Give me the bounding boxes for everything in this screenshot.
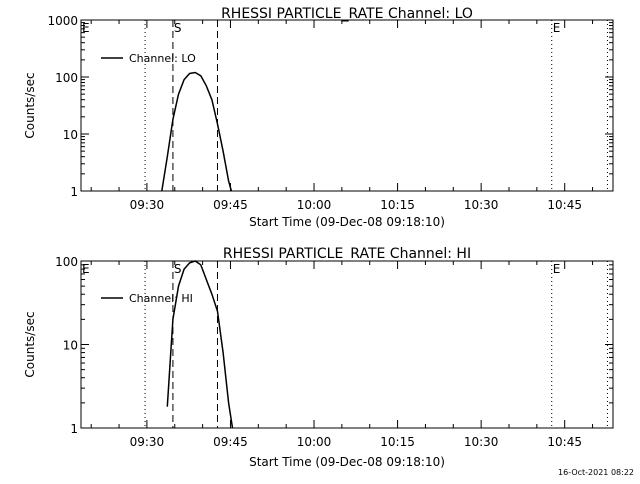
panel-1-chart-title: RHESSI PARTICLE_RATE Channel: LO xyxy=(221,6,473,22)
panel-2-x-tick-label: 10:45 xyxy=(547,435,582,449)
panel-2-plot-frame xyxy=(80,260,614,429)
panel-2-marker-label: E xyxy=(82,262,90,276)
panel-2-legend-label: Channel: HI xyxy=(129,292,193,305)
plot-timestamp: 16-Oct-2021 08:22 xyxy=(558,468,634,477)
panel-1-x-tick-label: 10:00 xyxy=(297,198,332,212)
panel-1-y-tick-label: 10 xyxy=(63,128,78,142)
panel-1-legend-label: Channel: LO xyxy=(129,52,196,65)
panel-1-x-tick-label: 09:30 xyxy=(130,198,165,212)
panel-1-x-tick-label: 10:30 xyxy=(464,198,499,212)
panel-1-y-tick-label: 100 xyxy=(55,71,78,85)
panel-1-series-line xyxy=(161,71,233,192)
panel-1-y-axis-label: Counts/sec xyxy=(23,72,37,138)
panel-1-x-tick-label: 10:45 xyxy=(547,198,582,212)
panel-2-y-tick-label: 1 xyxy=(70,422,78,436)
panel-1-y-tick-label: 1000 xyxy=(47,14,78,28)
panel-2-chart-title: RHESSI PARTICLE_RATE Channel: HI xyxy=(223,246,471,262)
panel-2-series-line xyxy=(166,260,234,429)
panel-2-y-tick-label: 100 xyxy=(55,255,78,269)
panel-1-x-tick-label: 09:45 xyxy=(213,198,248,212)
panel-2-y-axis-label: Counts/sec xyxy=(23,311,37,377)
panel-2-marker-label: E xyxy=(553,262,561,276)
panel-2-x-tick-label: 10:15 xyxy=(380,435,415,449)
panel-2-y-tick-label: 10 xyxy=(63,339,78,353)
panel-1-plot-frame xyxy=(80,19,614,192)
panel-2-x-tick-label: 09:30 xyxy=(130,435,165,449)
panel-1-y-tick-label: 1 xyxy=(70,185,78,199)
panel-2-x-axis-label: Start Time (09-Dec-08 09:18:10) xyxy=(249,455,445,469)
panel-1-x-axis-label: Start Time (09-Dec-08 09:18:10) xyxy=(249,215,445,229)
panel-1-marker-label: S xyxy=(174,21,182,35)
panel-1-marker-label: E xyxy=(82,21,90,35)
panel-1-x-tick-label: 10:15 xyxy=(380,198,415,212)
panel-2-x-tick-label: 10:30 xyxy=(464,435,499,449)
panel-2-x-tick-label: 10:00 xyxy=(297,435,332,449)
panel-2-marker-label: S xyxy=(174,262,182,276)
panel-1-marker-label: E xyxy=(553,21,561,35)
panel-2-x-tick-label: 09:45 xyxy=(213,435,248,449)
